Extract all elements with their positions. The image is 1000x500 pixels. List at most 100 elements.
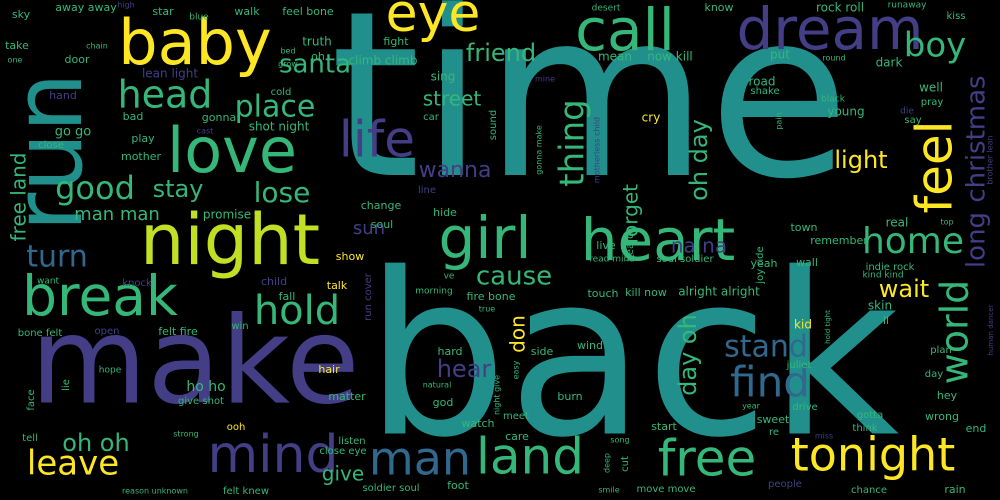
word-open: open: [95, 326, 120, 337]
word-girl: girl: [439, 204, 532, 272]
word-stay: stay: [153, 175, 204, 203]
word-well: well: [919, 81, 943, 95]
word-wanna: wanna: [419, 158, 492, 183]
word-away-away: away away: [55, 1, 117, 14]
word-day-oh: day oh: [674, 314, 702, 396]
word-feel-bone: feel bone: [282, 5, 334, 18]
word-top: top: [940, 218, 953, 227]
word-natural: natural: [423, 381, 452, 390]
word-change: change: [361, 199, 402, 212]
word-time: time: [330, 0, 850, 230]
word-hold-tight: hold tight: [824, 310, 832, 344]
word-mother: mother: [121, 150, 161, 163]
word-stand: stand: [724, 330, 808, 365]
word-re: re: [769, 427, 779, 438]
word-mine: mine: [535, 75, 555, 84]
word-oh: oh: [311, 50, 325, 63]
word-drive: drive: [792, 402, 817, 413]
word-dream: dream: [736, 0, 923, 63]
word-morning: morning: [415, 287, 452, 297]
word-road: road: [749, 75, 776, 89]
word-world: world: [933, 280, 977, 385]
word-say: say: [904, 115, 921, 126]
word-run: run: [0, 72, 104, 231]
word-christmas: christmas: [962, 75, 992, 202]
word-eye: eye: [386, 0, 481, 44]
word-close: close: [38, 140, 64, 151]
word-god: god: [433, 396, 454, 409]
word-make: make: [30, 293, 359, 432]
word-know: know: [704, 1, 733, 14]
word-close-eye: close eye: [319, 446, 366, 457]
word-indie-rock: indie rock: [866, 262, 915, 273]
word-town: town: [790, 221, 817, 234]
word-find: find: [730, 358, 810, 407]
word-back: back: [365, 226, 900, 488]
word-easy: easy: [512, 360, 521, 379]
word-lean-light: lean light: [142, 67, 198, 81]
word-real: real: [886, 216, 909, 230]
word-wait: wait: [879, 275, 929, 303]
word-shot-night: shot night: [249, 120, 310, 134]
word-good: good: [55, 169, 135, 207]
word-juliet: juliet: [786, 360, 812, 371]
word-kill-now: kill now: [625, 286, 667, 299]
word-line: line: [418, 185, 436, 196]
word-fight: fight: [383, 35, 409, 48]
word-promise: promise: [203, 208, 251, 222]
word-year: year: [742, 402, 761, 411]
word-oh-oh: oh oh: [62, 429, 129, 457]
word-read-mind: read mind: [589, 255, 635, 265]
word-na-na: na na: [671, 234, 727, 258]
word-cry: cry: [642, 111, 661, 125]
word-meet: meet: [503, 411, 529, 422]
word-alright-alright: alright alright: [678, 285, 760, 299]
word-reason-unknown: reason unknown: [122, 487, 188, 496]
word-free: free: [658, 430, 757, 488]
word-move-move: move move: [636, 484, 695, 495]
word-grow: grow: [278, 60, 298, 69]
word-tonight: tonight: [791, 428, 956, 482]
word-soldier-soul: soldier soul: [362, 483, 419, 494]
word-plan: plan: [930, 345, 952, 356]
word-love: love: [167, 114, 297, 187]
word-wall: wall: [796, 256, 818, 269]
word-wrong: wrong: [925, 410, 959, 423]
word-child: child: [261, 275, 287, 288]
word-life: life: [339, 111, 415, 169]
word-remember: remember: [810, 234, 868, 247]
word-end: end: [966, 422, 987, 435]
word-knock: knock: [122, 278, 152, 289]
word-fall: fall: [279, 290, 296, 303]
word-talk: talk: [327, 279, 348, 292]
word-want: want: [37, 277, 60, 287]
word-place: place: [235, 90, 316, 125]
word-runaway: runaway: [888, 1, 927, 11]
word-gonna: gonna: [202, 111, 236, 124]
word-cut: cut: [620, 456, 631, 472]
word-mean: mean: [598, 50, 632, 64]
word-soul: soul: [371, 218, 394, 231]
word-show: show: [336, 250, 364, 263]
word-matter: matter: [328, 390, 366, 403]
word-chain: chain: [86, 42, 108, 51]
word-live: live: [596, 239, 616, 252]
word-car: car: [423, 112, 440, 123]
word-heard: heard: [625, 233, 636, 262]
word-yeah: yeah: [751, 257, 778, 270]
word-bed: bed: [280, 47, 295, 56]
word-man: man: [369, 432, 471, 486]
word-head: head: [118, 73, 213, 117]
word-shake: shake: [750, 86, 779, 97]
word-human-dancer: human dancer: [987, 304, 995, 355]
word-think: think: [852, 423, 877, 434]
word-people: people: [768, 479, 802, 490]
word-pray: pray: [921, 97, 944, 108]
word-free-land: free land: [7, 153, 31, 242]
word-bad: bad: [123, 110, 144, 123]
word-ooh: ooh: [227, 422, 246, 433]
word-thing: thing: [553, 99, 593, 186]
word-forget: forget: [619, 184, 643, 244]
